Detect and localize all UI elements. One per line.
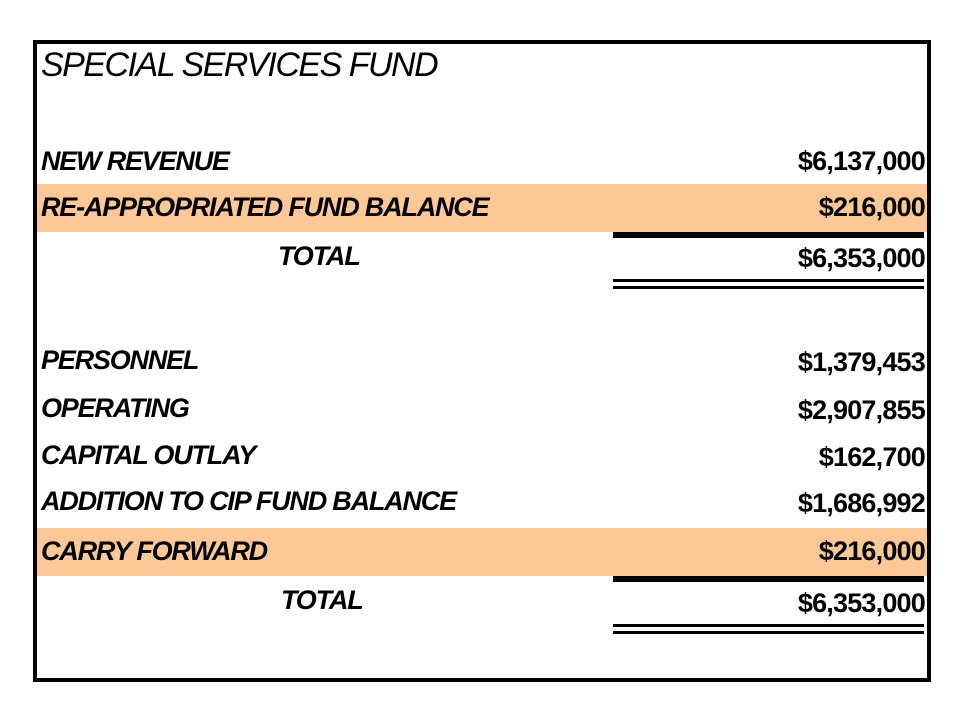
subtotal-rule xyxy=(613,576,924,582)
highlight-band-carry-forward xyxy=(37,528,927,576)
row-label-addition-to-cip: ADDITION TO CIP FUND BALANCE xyxy=(41,486,457,516)
row-amount-reappropriated-fund-balance: $216,000 xyxy=(818,192,926,222)
fund-summary-table: SPECIAL SERVICES FUND NEW REVENUE $6,137… xyxy=(33,40,931,682)
row-amount-capital-outlay: $162,700 xyxy=(818,442,926,472)
double-underline-bottom xyxy=(613,631,924,634)
double-underline-bottom xyxy=(613,286,924,289)
expenditures-total-label: TOTAL xyxy=(281,585,364,615)
row-label-reappropriated-fund-balance: RE-APPROPRIATED FUND BALANCE xyxy=(41,192,490,222)
row-amount-personnel: $1,379,453 xyxy=(797,347,926,377)
expenditures-total-amount: $6,353,000 xyxy=(797,588,926,618)
revenue-total-label: TOTAL xyxy=(278,241,361,271)
revenue-total-amount: $6,353,000 xyxy=(797,243,926,273)
row-label-operating: OPERATING xyxy=(41,393,190,423)
row-amount-carry-forward: $216,000 xyxy=(818,536,926,566)
subtotal-rule xyxy=(613,232,924,238)
row-label-personnel: PERSONNEL xyxy=(41,345,199,375)
double-underline-top xyxy=(613,279,924,282)
row-label-new-revenue: NEW REVENUE xyxy=(41,146,230,176)
row-amount-new-revenue: $6,137,000 xyxy=(797,146,926,176)
row-label-capital-outlay: CAPITAL OUTLAY xyxy=(41,440,256,470)
row-amount-operating: $2,907,855 xyxy=(797,395,926,425)
highlight-band-reappropriated xyxy=(37,184,927,232)
page-title: SPECIAL SERVICES FUND xyxy=(41,46,439,84)
row-amount-addition-to-cip: $1,686,992 xyxy=(797,488,926,518)
row-label-carry-forward: CARRY FORWARD xyxy=(41,536,268,566)
double-underline-top xyxy=(613,624,924,627)
